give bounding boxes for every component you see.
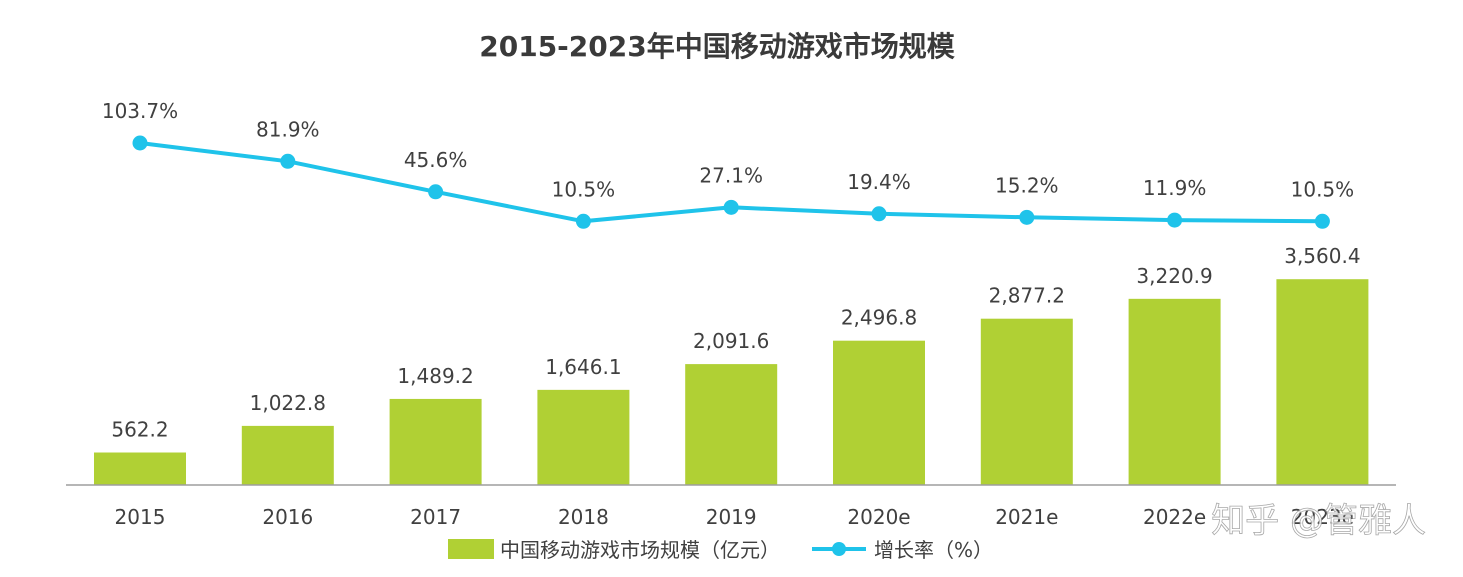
legend-label-line: 增长率（%） bbox=[874, 538, 993, 562]
bar-2017 bbox=[389, 398, 482, 485]
growth-label-2017: 45.6% bbox=[404, 148, 468, 172]
bar-label-2022e: 3,220.9 bbox=[1136, 264, 1212, 288]
bar-2021e bbox=[980, 318, 1073, 485]
x-tick-2018: 2018 bbox=[558, 505, 609, 529]
growth-rate-data-labels: 103.7% 81.9% 45.6% 10.5% 27.1% 19.4% 15.2% 11.9… bbox=[102, 99, 1354, 201]
x-tick-2020e: 2020e bbox=[847, 505, 910, 529]
growth-point-2019 bbox=[723, 199, 739, 215]
growth-point-2018 bbox=[575, 213, 591, 229]
bar-2019 bbox=[685, 364, 778, 485]
bar-2018 bbox=[537, 389, 630, 485]
growth-label-2022e: 11.9% bbox=[1143, 176, 1207, 200]
growth-point-2023e bbox=[1314, 213, 1330, 229]
bar-label-2017: 1,489.2 bbox=[397, 364, 473, 388]
bar-2016 bbox=[241, 425, 334, 485]
x-tick-2022e: 2022e bbox=[1143, 505, 1206, 529]
bar-label-2021e: 2,877.2 bbox=[989, 284, 1065, 308]
legend-swatch-bar bbox=[448, 539, 494, 559]
growth-label-2018: 10.5% bbox=[552, 177, 616, 201]
bar-data-labels: 562.2 1,022.8 1,489.2 1,646.1 2,091.6 2,496.8… bbox=[111, 244, 1360, 441]
bar-2023e bbox=[1276, 279, 1369, 485]
growth-label-2016: 81.9% bbox=[256, 117, 320, 141]
legend-swatch-dot bbox=[832, 542, 846, 556]
legend: 中国移动游戏市场规模（亿元） 增长率（%） bbox=[448, 538, 993, 562]
growth-rate-points bbox=[132, 135, 1330, 229]
x-tick-labels: 2015 2016 2017 2018 2019 2020e 2021e 2022e 2023e bbox=[115, 505, 1354, 529]
bar-label-2019: 2,091.6 bbox=[693, 329, 769, 353]
x-tick-2015: 2015 bbox=[115, 505, 166, 529]
bar-2020e bbox=[833, 340, 925, 485]
x-tick-2019: 2019 bbox=[706, 505, 757, 529]
chart-title: 2015-2023年中国移动游戏市场规模 bbox=[479, 30, 955, 63]
growth-label-2023e: 10.5% bbox=[1291, 177, 1355, 201]
bar-label-2015: 562.2 bbox=[111, 418, 168, 442]
bar-label-2020e: 2,496.8 bbox=[841, 306, 917, 330]
growth-point-2015 bbox=[132, 135, 148, 151]
bar-series bbox=[94, 279, 1369, 485]
x-tick-2021e: 2021e bbox=[995, 505, 1058, 529]
legend-label-bar: 中国移动游戏市场规模（亿元） bbox=[500, 538, 780, 562]
bar-2015 bbox=[94, 452, 186, 485]
watermark: 知乎 @管雅人 bbox=[1211, 501, 1426, 541]
growth-point-2022e bbox=[1167, 212, 1183, 228]
x-tick-2023e: 2023e bbox=[1291, 505, 1354, 529]
growth-label-2015: 103.7% bbox=[102, 99, 178, 123]
growth-point-2017 bbox=[428, 184, 444, 200]
growth-point-2020e bbox=[871, 206, 887, 222]
growth-point-2021e bbox=[1019, 209, 1035, 225]
bar-label-2016: 1,022.8 bbox=[250, 391, 326, 415]
bar-2022e bbox=[1128, 298, 1221, 485]
growth-point-2016 bbox=[280, 153, 296, 169]
growth-label-2021e: 15.2% bbox=[995, 173, 1059, 197]
bar-label-2023e: 3,560.4 bbox=[1284, 244, 1360, 268]
growth-label-2019: 27.1% bbox=[699, 163, 763, 187]
x-tick-2017: 2017 bbox=[410, 505, 461, 529]
x-tick-2016: 2016 bbox=[262, 505, 313, 529]
growth-label-2020e: 19.4% bbox=[847, 170, 911, 194]
bar-label-2018: 1,646.1 bbox=[545, 355, 621, 379]
